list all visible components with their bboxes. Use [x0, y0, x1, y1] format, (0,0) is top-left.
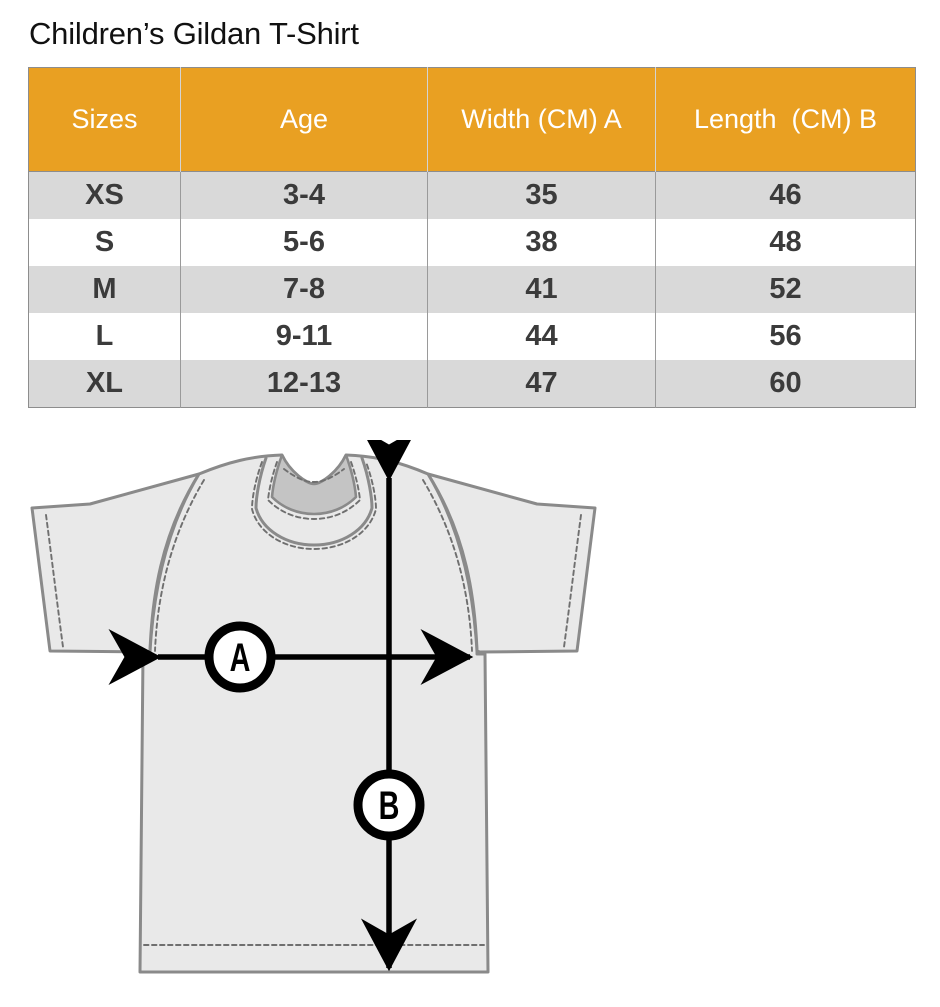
- column-header-age: Age: [180, 67, 428, 172]
- collar-stitch-neckline: [283, 468, 345, 483]
- cell-age: 3-4: [180, 171, 428, 219]
- cell-age: 5-6: [180, 219, 428, 266]
- t-shirt-diagram: A B: [0, 440, 940, 1007]
- table-row: M 7-8 41 52: [28, 266, 916, 313]
- cell-width: 44: [427, 313, 656, 360]
- cell-width: 47: [427, 360, 656, 408]
- measure-badge-a: A: [204, 621, 276, 693]
- cell-length: 46: [655, 171, 916, 219]
- table-row: XS 3-4 35 46: [28, 171, 916, 219]
- shirt-garment-illustration: [30, 453, 597, 974]
- cell-size: XL: [28, 360, 181, 408]
- column-header-sizes: Sizes: [28, 67, 181, 172]
- cell-width: 41: [427, 266, 656, 313]
- right-cuff-stitch: [563, 514, 582, 648]
- measure-badge-a-label: A: [230, 636, 251, 681]
- table-row: XL 12-13 47 60: [28, 360, 916, 408]
- cell-length: 52: [655, 266, 916, 313]
- cell-age: 12-13: [180, 360, 428, 408]
- measurement-annotations: A B: [108, 440, 474, 972]
- cell-size: L: [28, 313, 181, 360]
- cell-size: XS: [28, 171, 181, 219]
- cell-age: 9-11: [180, 313, 428, 360]
- cell-age: 7-8: [180, 266, 428, 313]
- table-row: L 9-11 44 56: [28, 313, 916, 360]
- cell-width: 35: [427, 171, 656, 219]
- measure-badge-b-label: B: [379, 784, 400, 829]
- cell-length: 48: [655, 219, 916, 266]
- left-cuff-stitch: [45, 514, 64, 648]
- page-title: Children’s Gildan T-Shirt: [29, 16, 359, 51]
- size-chart-container: Sizes Age Width (CM) A Length (CM) B XS …: [28, 67, 916, 408]
- cell-width: 38: [427, 219, 656, 266]
- collar-stitch-outer: [251, 461, 377, 550]
- column-header-width: Width (CM) A: [427, 67, 656, 172]
- shirt-body: [138, 453, 490, 974]
- cell-size: M: [28, 266, 181, 313]
- column-header-length: Length (CM) B: [655, 67, 916, 172]
- cell-length: 56: [655, 313, 916, 360]
- table-row: S 5-6 38 48: [28, 219, 916, 266]
- collar-stitch-inner: [267, 461, 361, 520]
- size-chart-table: Sizes Age Width (CM) A Length (CM) B XS …: [28, 67, 916, 408]
- measure-badge-b: B: [353, 769, 425, 841]
- collar-inner: [270, 453, 358, 516]
- cell-length: 60: [655, 360, 916, 408]
- table-header-row: Sizes Age Width (CM) A Length (CM) B: [28, 67, 916, 172]
- cell-size: S: [28, 219, 181, 266]
